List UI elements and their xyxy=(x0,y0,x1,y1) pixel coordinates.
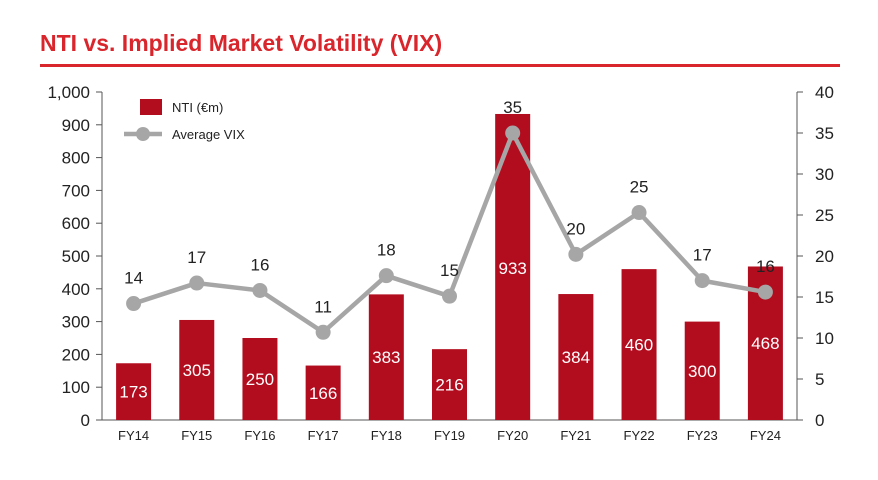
left-tick-label: 100 xyxy=(62,378,90,397)
title-underline xyxy=(40,64,840,67)
vix-point-label: 16 xyxy=(756,257,775,276)
left-tick-label: 1,000 xyxy=(47,83,90,102)
legend: NTI (€m) Average VIX xyxy=(124,99,245,142)
vix-point-label: 16 xyxy=(250,255,269,274)
nti-bar xyxy=(684,321,720,420)
x-tick-label: FY19 xyxy=(434,428,465,443)
vix-point xyxy=(631,205,647,221)
left-tick-label: 700 xyxy=(62,181,90,200)
nti-bar-label: 933 xyxy=(498,259,526,278)
nti-bar-label: 216 xyxy=(435,376,463,395)
vix-point-label: 25 xyxy=(630,178,649,197)
nti-bar xyxy=(305,365,341,420)
axes-group: 0 100 200 300 400 500 600 700 800 900 1,000 0 5 10 15 2… xyxy=(47,83,833,443)
vix-point xyxy=(694,273,710,289)
nti-bar-label: 384 xyxy=(562,348,590,367)
vix-point xyxy=(315,324,331,340)
vix-point xyxy=(568,246,584,262)
vix-point-label: 14 xyxy=(124,269,143,288)
x-tick-label: FY21 xyxy=(560,428,591,443)
x-tick-label: FY24 xyxy=(750,428,781,443)
x-tick-label: FY16 xyxy=(244,428,275,443)
nti-bar xyxy=(116,363,152,420)
labels-group: 173 305 250 166 383 216 933 384 460 300 468 14 17 16 1… xyxy=(119,98,779,403)
vix-point xyxy=(757,284,773,300)
nti-bar xyxy=(242,338,278,420)
left-tick-label: 0 xyxy=(81,411,90,430)
right-tick-label: 15 xyxy=(815,288,834,307)
right-tick-label: 0 xyxy=(815,411,824,430)
nti-bar-label: 250 xyxy=(246,370,274,389)
x-tick-label: FY15 xyxy=(181,428,212,443)
x-tick-label: FY22 xyxy=(624,428,655,443)
nti-bar-label: 468 xyxy=(751,334,779,353)
chart-title: NTI vs. Implied Market Volatility (VIX) xyxy=(40,30,443,56)
vix-line-group xyxy=(126,125,773,340)
x-tick-label: FY23 xyxy=(687,428,718,443)
vix-point-label: 18 xyxy=(377,241,396,260)
left-tick-label: 600 xyxy=(62,214,90,233)
nti-bar-label: 300 xyxy=(688,362,716,381)
x-tick-label: FY14 xyxy=(118,428,149,443)
vix-point-label: 15 xyxy=(440,261,459,280)
right-tick-label: 35 xyxy=(815,124,834,143)
nti-bar xyxy=(368,294,404,420)
left-tick-label: 200 xyxy=(62,345,90,364)
left-tick-label: 400 xyxy=(62,280,90,299)
vix-point xyxy=(378,268,394,284)
vix-point-label: 17 xyxy=(693,246,712,265)
left-tick-label: 500 xyxy=(62,247,90,266)
nti-bar-label: 460 xyxy=(625,336,653,355)
vix-point xyxy=(505,125,521,141)
left-tick-label: 800 xyxy=(62,149,90,168)
nti-bar-label: 173 xyxy=(119,383,147,402)
x-tick-label: FY17 xyxy=(308,428,339,443)
nti-bar xyxy=(621,269,657,420)
right-tick-label: 30 xyxy=(815,165,834,184)
right-tick-label: 20 xyxy=(815,247,834,266)
vix-point xyxy=(442,288,457,304)
legend-vix-marker xyxy=(136,127,150,141)
nti-bar xyxy=(558,294,594,420)
nti-bar-label: 305 xyxy=(183,361,211,380)
vix-point xyxy=(189,275,205,291)
vix-point-label: 35 xyxy=(503,98,522,117)
legend-nti-swatch xyxy=(140,99,162,115)
right-tick-label: 10 xyxy=(815,329,834,348)
right-tick-label: 40 xyxy=(815,83,834,102)
nti-bar-label: 383 xyxy=(372,348,400,367)
vix-point-label: 20 xyxy=(566,219,585,238)
nti-bar xyxy=(179,319,215,420)
left-tick-label: 900 xyxy=(62,116,90,135)
legend-vix-label: Average VIX xyxy=(172,127,245,142)
vix-point xyxy=(252,282,268,298)
x-tick-label: FY18 xyxy=(371,428,402,443)
vix-point xyxy=(126,296,142,312)
nti-bar xyxy=(432,349,467,420)
right-tick-label: 25 xyxy=(815,206,834,225)
vix-point-label: 17 xyxy=(187,248,206,267)
left-tick-label: 300 xyxy=(62,313,90,332)
nti-bar-label: 166 xyxy=(309,384,337,403)
right-tick-label: 5 xyxy=(815,370,824,389)
x-tick-label: FY20 xyxy=(497,428,528,443)
vix-point-label: 11 xyxy=(314,297,332,316)
legend-nti-label: NTI (€m) xyxy=(172,100,223,115)
